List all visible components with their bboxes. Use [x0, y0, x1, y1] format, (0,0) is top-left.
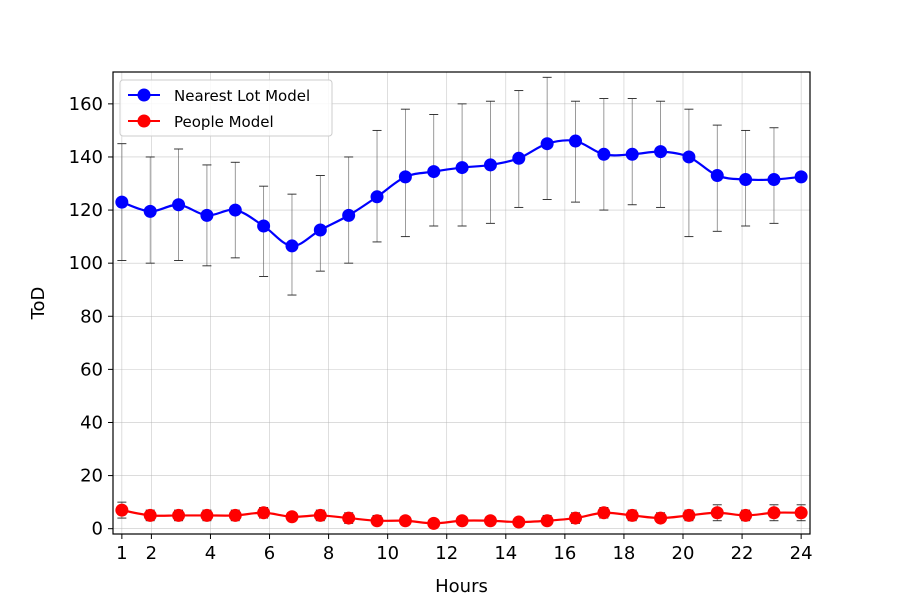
data-point-people	[569, 511, 583, 525]
legend-marker-nearest-lot	[137, 88, 151, 102]
data-point-nearest-lot	[794, 170, 808, 184]
data-point-people	[285, 510, 299, 524]
data-point-people	[682, 508, 696, 522]
y-tick-label: 80	[80, 306, 103, 327]
y-tick-label: 140	[69, 147, 103, 168]
legend-box	[119, 79, 333, 137]
axis-ticks: 1 2 4 6 8 10 12 14 16 18 20 22 240204060801001201401…	[69, 94, 813, 564]
data-point-people	[427, 516, 441, 530]
data-point-nearest-lot	[200, 208, 214, 222]
data-point-nearest-lot	[172, 198, 186, 212]
x-tick-label: 4	[205, 543, 216, 564]
data-point-people	[739, 508, 753, 522]
data-point-nearest-lot	[313, 223, 327, 237]
data-point-people	[455, 514, 469, 528]
legend: Nearest Lot Model People Model	[119, 79, 333, 137]
data-point-people	[200, 508, 214, 522]
data-point-people	[228, 508, 242, 522]
data-point-people	[483, 514, 497, 528]
data-point-nearest-lot	[682, 150, 696, 164]
x-tick-label: 22	[731, 543, 754, 564]
data-point-people	[794, 506, 808, 520]
y-tick-label: 120	[69, 200, 103, 221]
x-tick-label: 6	[264, 543, 275, 564]
data-point-people	[625, 508, 639, 522]
data-point-nearest-lot	[228, 203, 242, 217]
data-point-nearest-lot	[398, 170, 412, 184]
x-axis-title: Hours	[435, 576, 488, 597]
data-point-nearest-lot	[625, 147, 639, 161]
y-tick-label: 60	[80, 359, 103, 380]
data-point-people	[370, 514, 384, 528]
data-point-nearest-lot	[569, 134, 583, 148]
data-point-people	[767, 506, 781, 520]
data-point-people	[342, 511, 356, 525]
x-tick-label: 14	[494, 543, 517, 564]
y-tick-label: 20	[80, 466, 103, 487]
data-point-nearest-lot	[427, 165, 441, 179]
data-point-nearest-lot	[767, 173, 781, 187]
series-lines	[115, 134, 808, 530]
legend-label-people: People Model	[174, 113, 274, 131]
y-tick-label: 0	[92, 519, 103, 540]
data-point-people	[313, 508, 327, 522]
y-tick-label: 160	[69, 94, 103, 115]
data-point-nearest-lot	[370, 190, 384, 204]
series-line-nearest-lot	[121, 139, 802, 248]
x-tick-label: 24	[790, 543, 813, 564]
data-point-people	[654, 511, 668, 525]
legend-marker-people	[137, 114, 151, 128]
y-tick-label: 40	[80, 412, 103, 433]
x-tick-label: 20	[672, 543, 695, 564]
data-point-nearest-lot	[455, 161, 469, 175]
x-tick-label: 10	[376, 543, 399, 564]
data-point-people	[172, 508, 186, 522]
data-point-people	[597, 506, 611, 520]
x-tick-label: 8	[323, 543, 334, 564]
error-bars	[117, 76, 806, 527]
data-point-nearest-lot	[483, 158, 497, 172]
x-tick-label: 16	[553, 543, 576, 564]
data-point-people	[540, 514, 554, 528]
grid	[113, 72, 810, 534]
x-tick-label: 18	[612, 543, 635, 564]
legend-label-nearest-lot: Nearest Lot Model	[174, 87, 310, 105]
data-point-nearest-lot	[257, 219, 271, 233]
data-point-nearest-lot	[654, 145, 668, 159]
plot-frame	[112, 71, 811, 535]
data-point-nearest-lot	[512, 151, 526, 165]
data-point-people	[710, 506, 724, 520]
data-point-people	[512, 515, 526, 529]
data-point-nearest-lot	[540, 137, 554, 151]
data-point-nearest-lot	[342, 208, 356, 222]
data-point-people	[143, 508, 157, 522]
data-point-nearest-lot	[739, 173, 753, 187]
data-point-nearest-lot	[115, 195, 129, 209]
data-point-nearest-lot	[710, 169, 724, 183]
data-point-people	[257, 506, 271, 520]
x-tick-label: 1	[116, 543, 127, 564]
data-point-people	[398, 514, 412, 528]
data-point-nearest-lot	[143, 204, 157, 218]
x-tick-label: 12	[435, 543, 458, 564]
data-point-nearest-lot	[285, 239, 299, 253]
y-tick-label: 100	[69, 253, 103, 274]
data-point-nearest-lot	[597, 147, 611, 161]
y-axis-title: ToD	[28, 287, 49, 321]
x-tick-label: 2	[146, 543, 157, 564]
data-point-people	[115, 503, 129, 517]
